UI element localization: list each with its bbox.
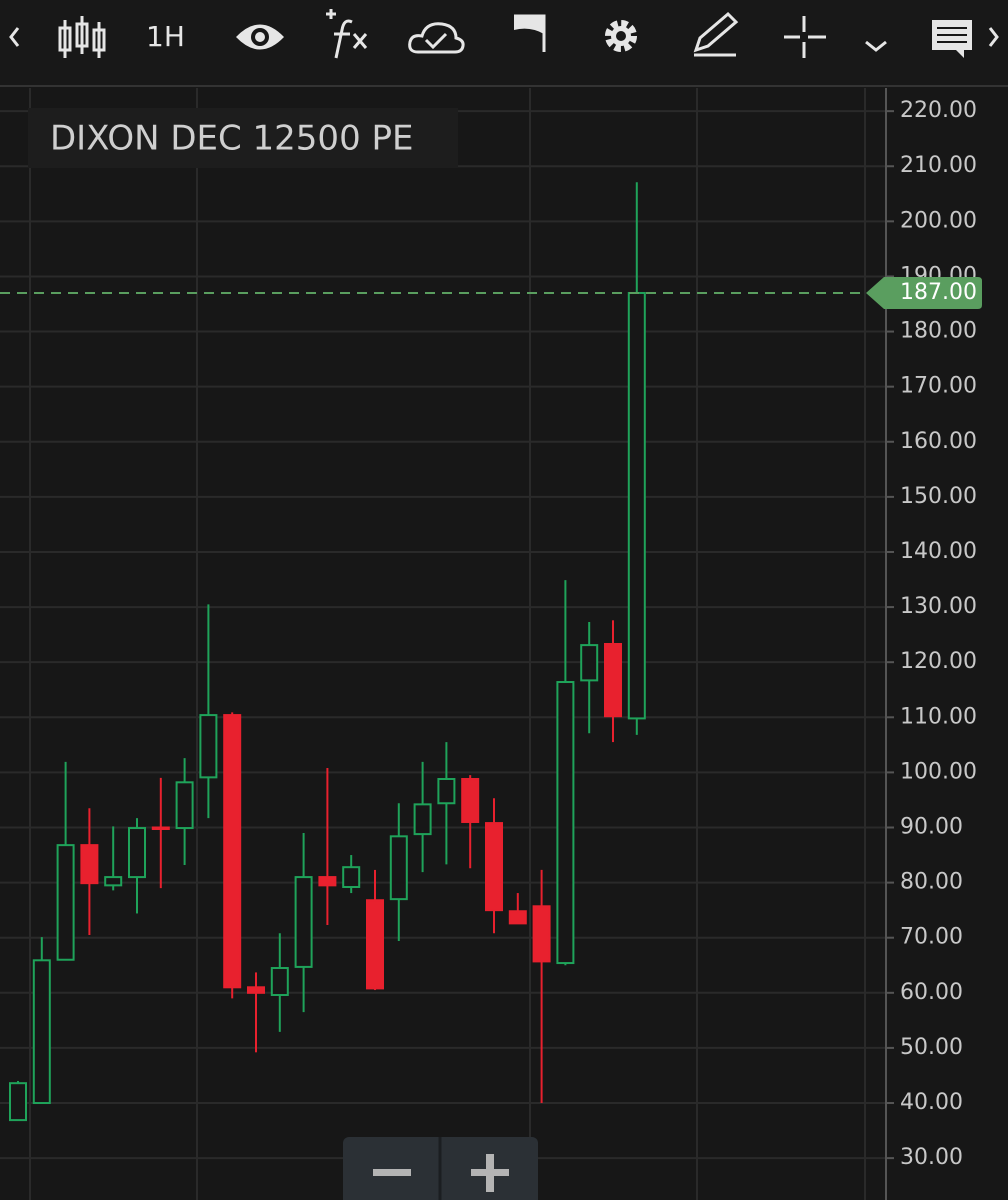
crosshair-button[interactable]: [784, 16, 826, 58]
candle-body: [461, 778, 480, 823]
toolbar: 1H: [0, 0, 1008, 87]
y-tick-label: 210.00: [900, 153, 977, 178]
overlay: 187.00: [0, 276, 982, 309]
candle-body: [485, 822, 503, 912]
last-price-tag: [866, 276, 982, 309]
candle-body: [532, 905, 551, 963]
y-tick-label: 140.00: [900, 539, 977, 564]
draw-button[interactable]: [693, 11, 739, 57]
candle-body: [128, 827, 146, 879]
scroll-right[interactable]: [988, 27, 999, 47]
y-tick-label: 70.00: [900, 925, 963, 950]
chart-title: DIXON DEC 12500 PE: [50, 119, 414, 159]
candle-body: [604, 643, 622, 718]
cloud-button[interactable]: [408, 22, 465, 54]
candle-body: [580, 644, 599, 682]
candle-body: [294, 876, 313, 968]
y-tick-label: 30.00: [900, 1145, 963, 1170]
candle-body: [223, 714, 242, 989]
zoom-out-button[interactable]: [373, 1169, 411, 1176]
toolbar-bg: [0, 0, 1008, 86]
y-tick-label: 150.00: [900, 484, 977, 509]
scroll-left[interactable]: [9, 27, 20, 47]
candle-body: [627, 291, 646, 720]
visibility-button[interactable]: [236, 24, 284, 50]
y-tick-label: 120.00: [900, 649, 977, 674]
y-tick-label: 160.00: [900, 429, 977, 454]
last-price-label: 187.00: [900, 280, 977, 305]
candle-body: [32, 959, 51, 1105]
y-tick-label: 100.00: [900, 759, 977, 784]
candle-body: [80, 844, 99, 885]
candle-body: [9, 1082, 27, 1122]
candle-body: [56, 844, 75, 961]
candle-body: [104, 876, 123, 887]
candle-body: [199, 714, 218, 779]
candle-body: [556, 681, 575, 965]
grid: [29, 88, 866, 1200]
candle-body: [389, 835, 408, 901]
y-tick-label: 60.00: [900, 980, 963, 1005]
y-tick-label: 200.00: [900, 208, 977, 233]
y-tick-label: 170.00: [900, 374, 977, 399]
candle-body: [342, 866, 361, 889]
candle-body: [508, 910, 527, 925]
zoom-in-button[interactable]: [471, 1154, 509, 1192]
price-axis: 30.00 40.00 50.00 60.00 70.00 80.00 90.00 100.0…: [886, 98, 977, 1170]
y-tick-label: 90.00: [900, 814, 963, 839]
y-tick-label: 130.00: [900, 594, 977, 619]
chart-type-button[interactable]: [58, 16, 106, 58]
y-tick-label: 220.00: [900, 98, 977, 123]
y-tick-label: 80.00: [900, 870, 963, 895]
y-tick-label: 180.00: [900, 319, 977, 344]
more-button[interactable]: [865, 40, 887, 52]
flag-button[interactable]: [514, 14, 546, 52]
candle-body: [151, 826, 170, 830]
chat-button[interactable]: [932, 20, 972, 58]
y-tick-label: 40.00: [900, 1090, 963, 1115]
candle-body: [413, 803, 432, 836]
candle-body: [247, 986, 265, 994]
title-box: [28, 108, 458, 168]
candle-body: [270, 967, 289, 997]
y-tick-label: 110.00: [900, 704, 977, 729]
y-tick-label: 50.00: [900, 1035, 963, 1060]
candle-body: [318, 876, 337, 887]
zoom-controls: [343, 1137, 538, 1200]
settings-button[interactable]: [605, 20, 637, 52]
candle-body: [437, 778, 456, 805]
candle-body: [175, 781, 194, 830]
interval-button[interactable]: 1H: [146, 20, 185, 53]
indicators-button[interactable]: [326, 9, 368, 59]
candle-body: [366, 899, 384, 990]
